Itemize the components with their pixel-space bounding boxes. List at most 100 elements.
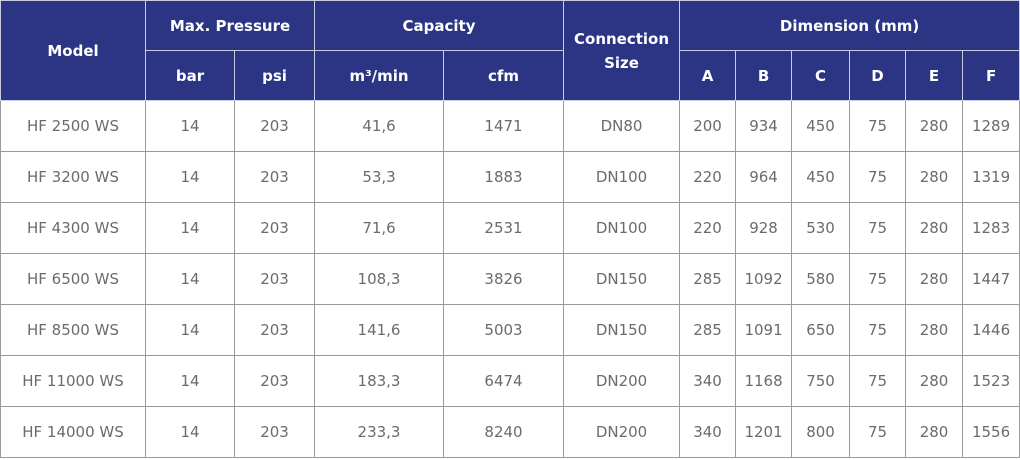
table-row: HF 8500 WS 14 203 141,6 5003 DN150 285 1…	[0, 304, 1020, 356]
cell-bar: 14	[145, 253, 235, 305]
cell-model: HF 14000 WS	[0, 406, 146, 458]
cell-psi: 203	[233, 202, 316, 254]
header-psi: psi	[233, 50, 316, 101]
cell-cfm: 1883	[443, 151, 565, 203]
cell-psi: 203	[233, 151, 316, 203]
header-dim-d: D	[849, 50, 907, 101]
cell-dim-a: 285	[679, 304, 737, 356]
cell-dim-d: 75	[849, 151, 907, 203]
cell-dim-b: 1168	[735, 355, 793, 407]
table-header: Model Max. Pressure Capacity Connection …	[0, 0, 1020, 101]
cell-dim-e: 280	[905, 202, 964, 254]
cell-psi: 203	[233, 355, 316, 407]
cell-bar: 14	[145, 304, 235, 356]
cell-m3min: 141,6	[314, 304, 445, 356]
cell-bar: 14	[145, 151, 235, 203]
header-connection-size: Connection Size	[563, 0, 681, 101]
cell-dim-a: 220	[679, 202, 737, 254]
cell-m3min: 233,3	[314, 406, 445, 458]
header-dim-f: F	[962, 50, 1020, 101]
cell-m3min: 53,3	[314, 151, 445, 203]
cell-dim-e: 280	[905, 253, 964, 305]
cell-model: HF 4300 WS	[0, 202, 146, 254]
cell-psi: 203	[233, 304, 316, 356]
cell-m3min: 41,6	[314, 100, 445, 152]
cell-connection: DN100	[563, 151, 681, 203]
header-capacity: Capacity	[314, 0, 565, 51]
cell-dim-d: 75	[849, 253, 907, 305]
cell-cfm: 5003	[443, 304, 565, 356]
cell-dim-b: 934	[735, 100, 793, 152]
header-model: Model	[0, 0, 146, 101]
cell-connection: DN200	[563, 406, 681, 458]
cell-dim-f: 1319	[962, 151, 1020, 203]
cell-connection: DN80	[563, 100, 681, 152]
cell-dim-b: 1091	[735, 304, 793, 356]
cell-cfm: 2531	[443, 202, 565, 254]
cell-dim-a: 200	[679, 100, 737, 152]
header-dim-a: A	[679, 50, 737, 101]
cell-connection: DN150	[563, 253, 681, 305]
cell-dim-e: 280	[905, 406, 964, 458]
header-dim-c: C	[791, 50, 851, 101]
cell-dim-f: 1556	[962, 406, 1020, 458]
table-row: HF 3200 WS 14 203 53,3 1883 DN100 220 96…	[0, 151, 1020, 203]
cell-dim-e: 280	[905, 151, 964, 203]
cell-psi: 203	[233, 253, 316, 305]
cell-cfm: 6474	[443, 355, 565, 407]
cell-dim-d: 75	[849, 304, 907, 356]
cell-dim-c: 650	[791, 304, 851, 356]
table-body: HF 2500 WS 14 203 41,6 1471 DN80 200 934…	[0, 100, 1020, 458]
cell-dim-c: 450	[791, 151, 851, 203]
header-bar: bar	[145, 50, 235, 101]
cell-dim-a: 285	[679, 253, 737, 305]
cell-m3min: 71,6	[314, 202, 445, 254]
cell-model: HF 6500 WS	[0, 253, 146, 305]
cell-dim-f: 1289	[962, 100, 1020, 152]
table-row: HF 11000 WS 14 203 183,3 6474 DN200 340 …	[0, 355, 1020, 407]
cell-bar: 14	[145, 406, 235, 458]
cell-cfm: 1471	[443, 100, 565, 152]
cell-dim-e: 280	[905, 355, 964, 407]
cell-dim-f: 1523	[962, 355, 1020, 407]
cell-dim-e: 280	[905, 100, 964, 152]
header-dimension: Dimension (mm)	[679, 0, 1020, 51]
cell-dim-b: 964	[735, 151, 793, 203]
header-max-pressure: Max. Pressure	[144, 0, 316, 51]
cell-dim-c: 800	[791, 406, 851, 458]
cell-model: HF 3200 WS	[0, 151, 146, 203]
cell-dim-a: 220	[679, 151, 737, 203]
cell-dim-d: 75	[849, 406, 907, 458]
table-row: HF 2500 WS 14 203 41,6 1471 DN80 200 934…	[0, 100, 1020, 152]
cell-model: HF 11000 WS	[0, 355, 146, 407]
table-row: HF 6500 WS 14 203 108,3 3826 DN150 285 1…	[0, 253, 1020, 305]
cell-psi: 203	[233, 406, 316, 458]
cell-model: HF 2500 WS	[0, 100, 146, 152]
cell-m3min: 183,3	[314, 355, 445, 407]
cell-dim-f: 1446	[962, 304, 1020, 356]
cell-connection: DN150	[563, 304, 681, 356]
cell-dim-d: 75	[849, 202, 907, 254]
cell-bar: 14	[145, 355, 235, 407]
cell-dim-a: 340	[679, 406, 737, 458]
cell-cfm: 3826	[443, 253, 565, 305]
cell-dim-c: 580	[791, 253, 851, 305]
cell-model: HF 8500 WS	[0, 304, 146, 356]
header-dim-b: B	[735, 50, 793, 101]
cell-dim-b: 928	[735, 202, 793, 254]
cell-bar: 14	[145, 202, 235, 254]
cell-dim-d: 75	[849, 355, 907, 407]
header-m3min: m³/min	[314, 50, 445, 101]
cell-psi: 203	[233, 100, 316, 152]
table-row: HF 14000 WS 14 203 233,3 8240 DN200 340 …	[0, 406, 1020, 458]
table-row: HF 4300 WS 14 203 71,6 2531 DN100 220 92…	[0, 202, 1020, 254]
cell-dim-b: 1092	[735, 253, 793, 305]
cell-dim-c: 450	[791, 100, 851, 152]
cell-dim-f: 1447	[962, 253, 1020, 305]
cell-connection: DN200	[563, 355, 681, 407]
cell-dim-a: 340	[679, 355, 737, 407]
cell-dim-d: 75	[849, 100, 907, 152]
header-dim-e: E	[905, 50, 964, 101]
cell-m3min: 108,3	[314, 253, 445, 305]
